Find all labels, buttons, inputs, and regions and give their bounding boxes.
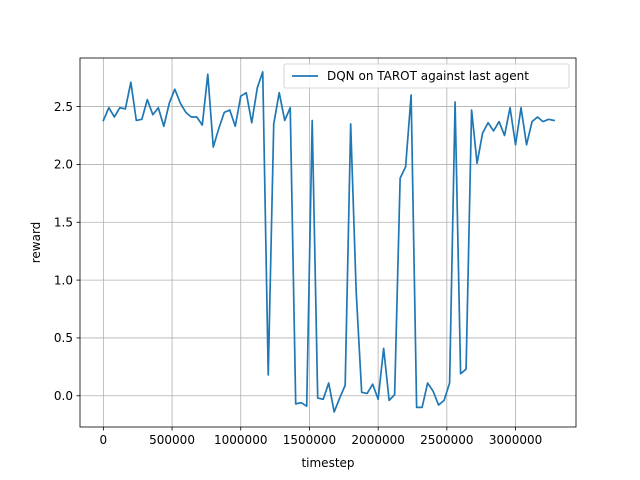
y-tick-label: 2.5 [54, 100, 73, 114]
x-axis-label: timestep [301, 456, 354, 470]
x-tick-label: 2500000 [420, 433, 473, 447]
x-tick-label: 2000000 [351, 433, 404, 447]
x-tick-label: 1500000 [283, 433, 336, 447]
legend-entry-label: DQN on TAROT against last agent [327, 69, 529, 83]
y-tick-label: 2.0 [54, 158, 73, 172]
plot-frame [79, 57, 577, 428]
x-tick-label: 500000 [149, 433, 195, 447]
x-tick-label: 0 [100, 433, 108, 447]
x-tick-label: 1000000 [214, 433, 267, 447]
legend-box [283, 63, 570, 89]
y-tick-label: 0.5 [54, 331, 73, 345]
x-axis: 0 500000 1000000 1500000 2000000 2500000 30000… [100, 427, 542, 447]
y-grid [80, 106, 576, 397]
y-tick-label: 0.0 [54, 389, 73, 403]
y-tick-label: 1.0 [54, 273, 73, 287]
y-tick-label: 1.5 [54, 216, 73, 230]
series-layer [102, 71, 556, 413]
x-tick-label: 3000000 [489, 433, 542, 447]
y-axis-label: reward [29, 222, 43, 264]
legend: DQN on TAROT against last agent [283, 63, 570, 89]
series-line-0 [102, 71, 556, 413]
y-axis: 0.0 0.5 1.0 1.5 2.0 2.5 [54, 100, 80, 403]
